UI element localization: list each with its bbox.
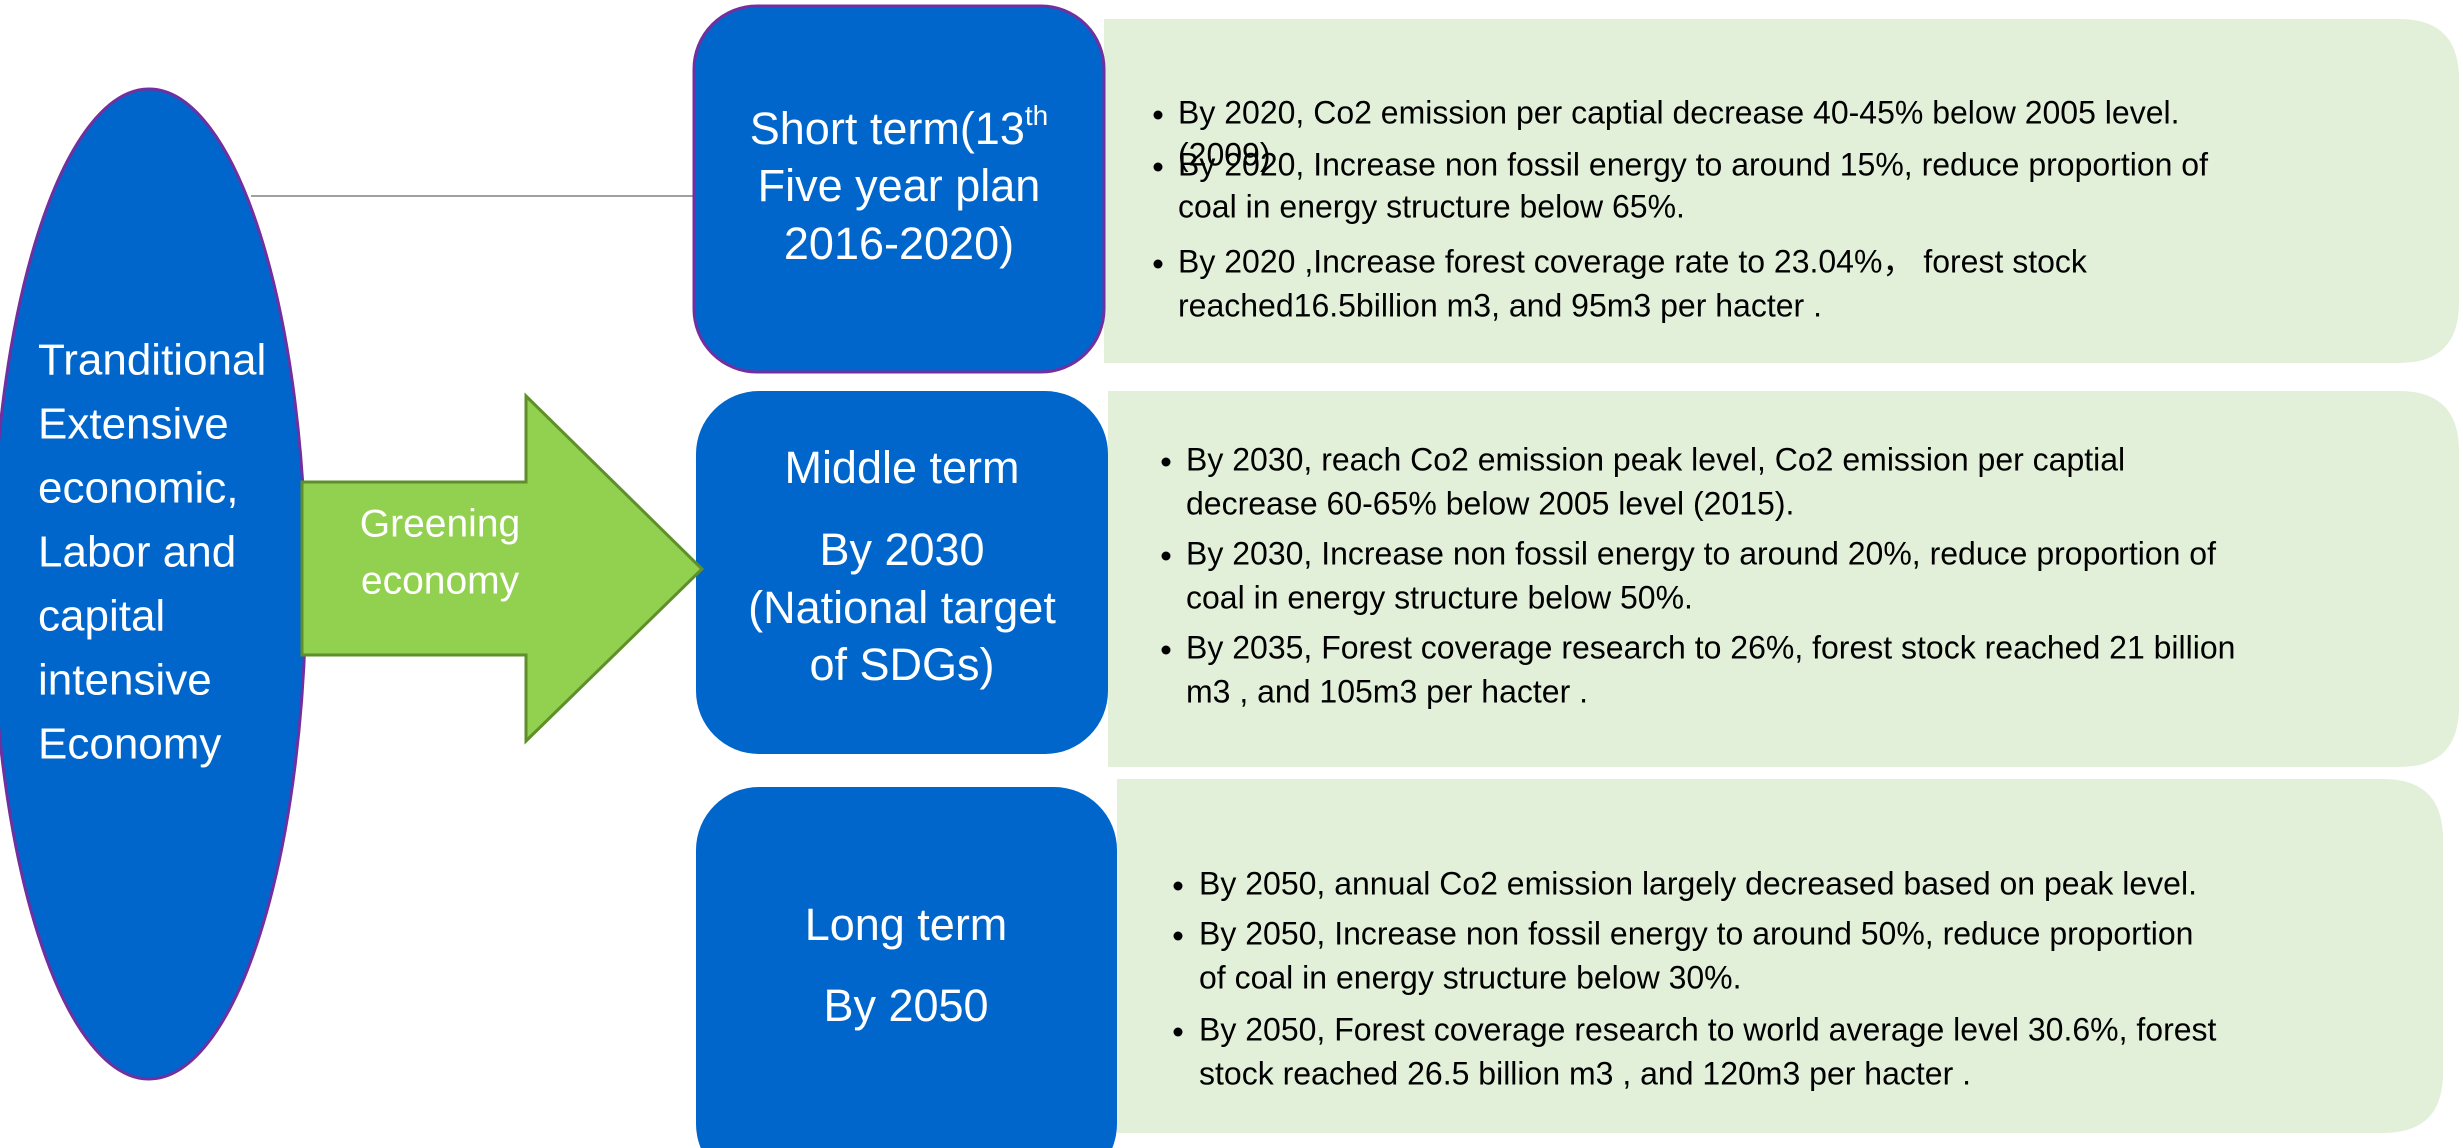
bullet-text: By 2020, Increase non fossil energy to a… [1178, 146, 2208, 182]
stage-box [696, 391, 1108, 754]
stage-title-text: By 2030 [819, 524, 984, 575]
stage-title-text: of SDGs) [809, 639, 994, 690]
bullet-text: By 2030, Increase non fossil energy to a… [1186, 535, 2216, 571]
ellipse-label: Economy [38, 720, 221, 769]
ellipse-label: economic, [38, 464, 239, 513]
bullet-text: coal in energy structure below 65%. [1178, 188, 1685, 224]
bullet-dot [1161, 645, 1171, 655]
ellipse-label: Labor and [38, 528, 236, 577]
stage-title-text: (National target [748, 582, 1056, 633]
bullet-text: By 2035, Forest coverage research to 26%… [1186, 629, 2235, 665]
stage-title: Short term(13th [750, 100, 1048, 154]
stage-box [696, 787, 1117, 1148]
bullet-text: By 2050, Increase non fossil energy to a… [1199, 915, 2193, 951]
panel [1117, 779, 2443, 1133]
bullet-text: By 2050, annual Co2 emission largely dec… [1199, 865, 2197, 901]
stage-title-text: Short term(13 [750, 103, 1025, 154]
ellipse-label: Tranditional [38, 336, 266, 385]
stage-title: Five year plan [758, 160, 1041, 211]
stage-title: Long term [805, 899, 1008, 950]
bullet-dot [1173, 1027, 1183, 1037]
bullet-text: (2009) [1178, 136, 1271, 172]
ellipse-label: intensive [38, 656, 212, 705]
bullet-text: of coal in energy structure below 30%. [1199, 959, 1742, 995]
arrow [300, 392, 705, 745]
stage-title-text: Five year plan [758, 160, 1041, 211]
arrow-label: Greening [360, 502, 520, 545]
bullet-text: coal in energy structure below 50%. [1186, 579, 1693, 615]
stage-title: Middle term [784, 442, 1019, 493]
ellipse [0, 87, 308, 1081]
stage-title: By 2030 [819, 524, 984, 575]
stage-box [692, 4, 1106, 374]
bullet-text: reached16.5billion m3, and 95m3 per hact… [1178, 287, 1822, 323]
bullet-dot [1161, 551, 1171, 561]
bullet-dot [1153, 259, 1163, 269]
bullet-text: decrease 60-65% below 2005 level (2015). [1186, 485, 1794, 521]
stage-title-text: Middle term [784, 442, 1019, 493]
panel [1108, 391, 2459, 767]
stage-title: (National target [748, 582, 1056, 633]
stage-title-text: By 2050 [823, 980, 988, 1031]
bullet-text: By 2030, reach Co2 emission peak level, … [1186, 441, 2125, 477]
stage-title: of SDGs) [809, 639, 994, 690]
stage-title-sup: th [1025, 100, 1048, 131]
stage-title-text: Long term [805, 899, 1008, 950]
stage-title: By 2050 [823, 980, 988, 1031]
stage-title-text: 2016-2020) [784, 218, 1014, 269]
bullet-dot [1173, 931, 1183, 941]
bullet-text: By 2020 ,Increase forest coverage rate t… [1178, 243, 2088, 279]
bullet-dot [1153, 110, 1163, 120]
panel [1104, 19, 2459, 363]
ellipse-label: capital [38, 592, 165, 641]
bullet-text: By 2020, Co2 emission per captial decrea… [1178, 94, 2179, 130]
bullet-dot [1173, 881, 1183, 891]
bullet-dot [1153, 162, 1163, 172]
bullet-text: stock reached 26.5 billion m3 , and 120m… [1199, 1055, 1971, 1091]
ellipse-label: Extensive [38, 400, 229, 449]
bullet-text: m3 , and 105m3 per hacter . [1186, 673, 1588, 709]
bullet-dot [1161, 457, 1171, 467]
stage-title: 2016-2020) [784, 218, 1014, 269]
arrow-label: economy [361, 559, 520, 602]
bullet-text: By 2050, Forest coverage research to wor… [1199, 1011, 2217, 1047]
